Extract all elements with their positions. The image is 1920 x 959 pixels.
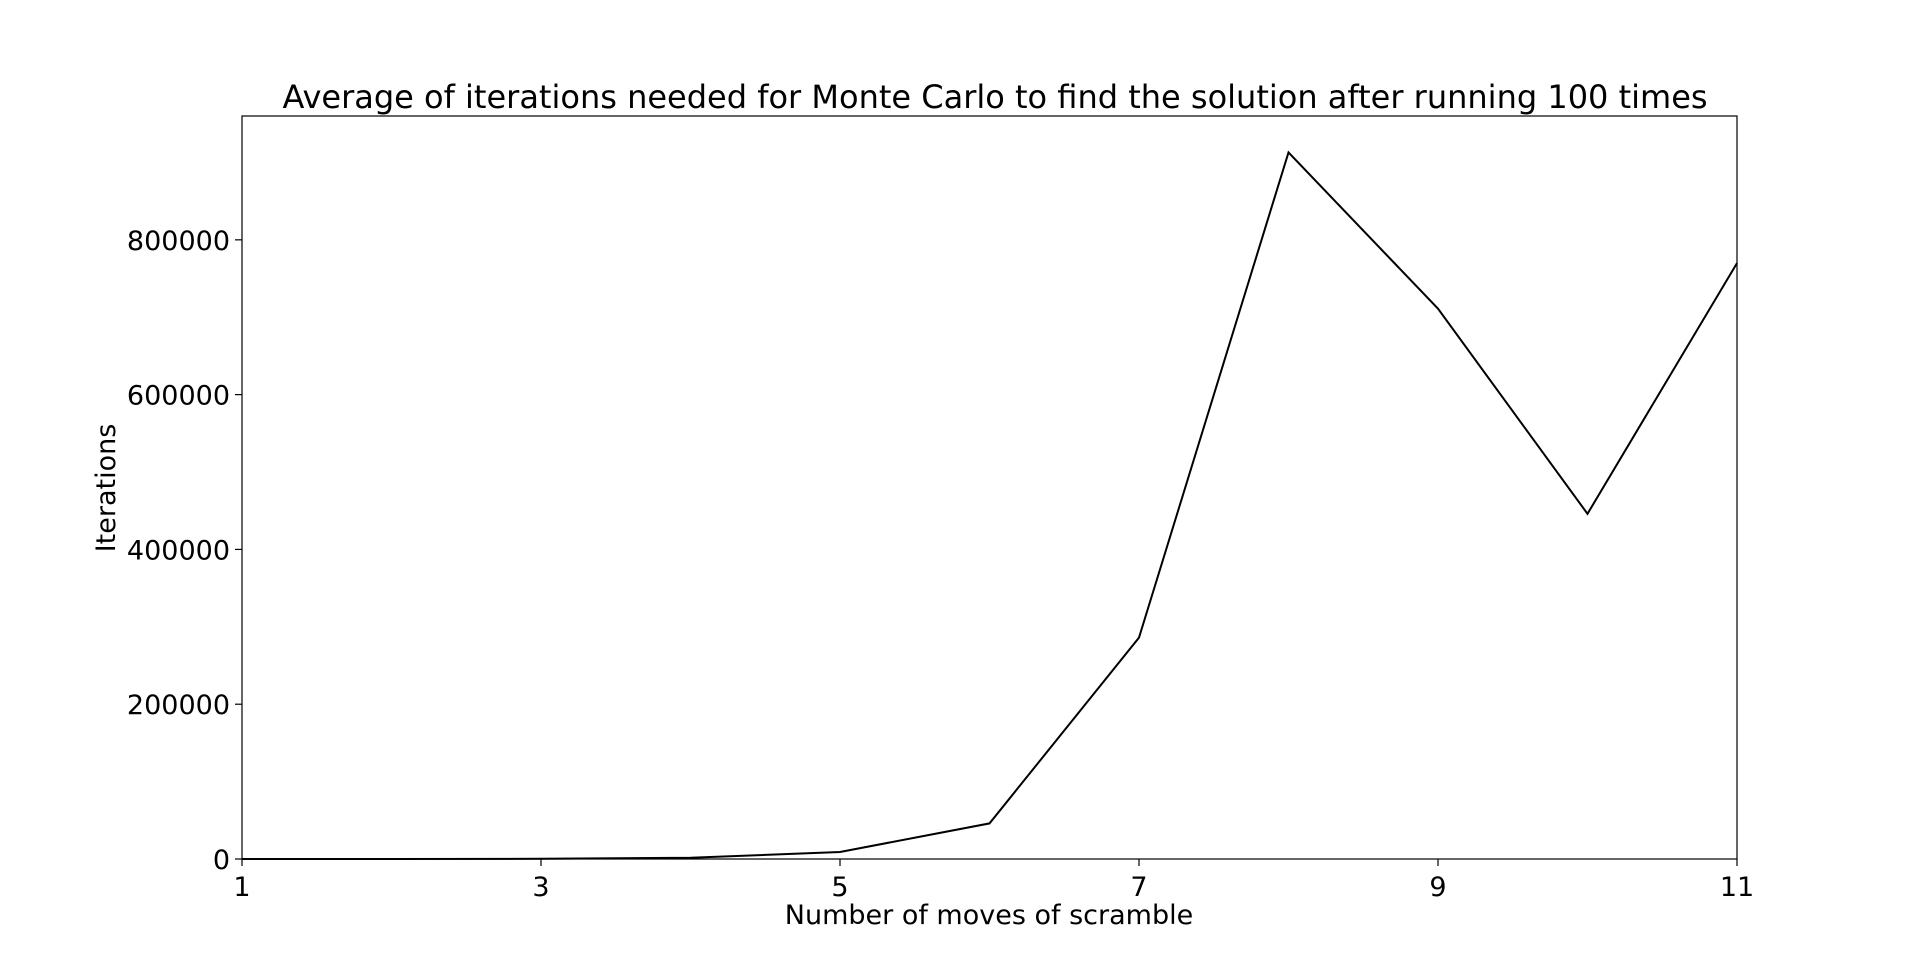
x-tick-label: 5 [831, 872, 848, 903]
x-tick-label: 9 [1429, 872, 1446, 903]
x-tick-label: 1 [233, 872, 250, 903]
y-tick-label: 600000 [127, 381, 230, 412]
y-tick-label: 200000 [127, 690, 230, 721]
x-axis: 1 3 5 7 9 11 [233, 859, 1754, 903]
series-layer [242, 150, 1738, 860]
x-tick-label: 11 [1720, 872, 1754, 903]
x-axis-label: Number of moves of scramble [785, 900, 1193, 931]
x-tick-label: 3 [532, 872, 549, 903]
x-tick-label: 7 [1130, 872, 1147, 903]
y-tick-label: 400000 [127, 535, 230, 566]
y-axis: 0 200000 400000 600000 800000 [127, 226, 242, 876]
y-axis-label: Iterations [91, 424, 122, 553]
plot-area [241, 115, 1738, 860]
y-tick-label: 800000 [127, 226, 230, 257]
chart-title: Average of iterations needed for Monte C… [282, 78, 1707, 116]
y-tick-label: 0 [213, 845, 230, 876]
series-line [242, 150, 1738, 860]
